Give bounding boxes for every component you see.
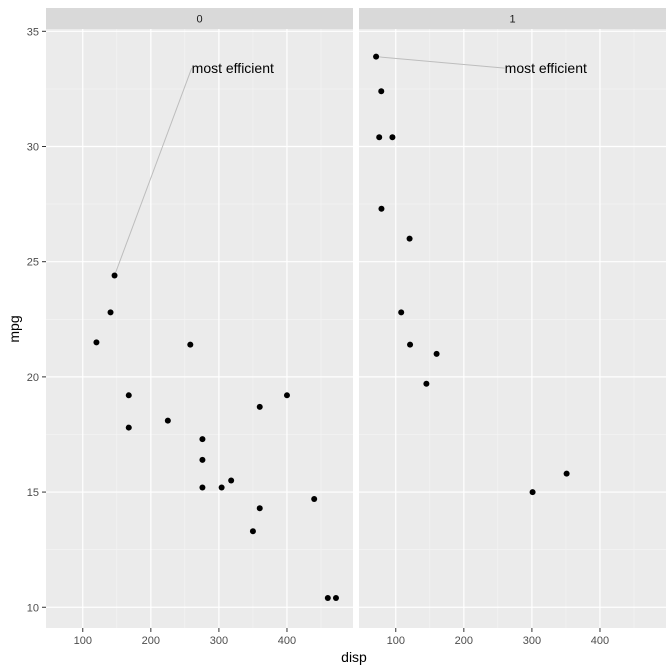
annotation-connector bbox=[114, 67, 193, 276]
data-point bbox=[376, 134, 383, 141]
data-point bbox=[389, 134, 396, 141]
data-point bbox=[249, 528, 256, 535]
data-point bbox=[228, 477, 235, 484]
data-point bbox=[324, 595, 331, 602]
x-tick-label: 400 bbox=[278, 635, 296, 647]
data-point bbox=[283, 392, 290, 399]
data-point bbox=[563, 470, 570, 477]
x-tick-label: 100 bbox=[74, 635, 92, 647]
x-tick-label: 300 bbox=[210, 635, 228, 647]
facet-strip-label: 1 bbox=[509, 14, 515, 26]
data-point bbox=[187, 341, 194, 348]
data-point bbox=[125, 392, 132, 399]
annotation-label: most efficient bbox=[505, 60, 587, 76]
data-point bbox=[433, 350, 440, 357]
data-point bbox=[256, 505, 263, 512]
x-tick-label: 300 bbox=[523, 635, 541, 647]
x-axis-1: 100 200 300 400 bbox=[387, 628, 609, 647]
data-point bbox=[332, 595, 339, 602]
x-tick-label: 200 bbox=[455, 635, 473, 647]
data-point bbox=[199, 484, 206, 491]
data-point bbox=[218, 484, 225, 491]
facet-panel-0: 0 most efficient bbox=[46, 8, 353, 628]
data-point bbox=[107, 309, 114, 316]
data-point bbox=[111, 272, 118, 279]
data-point bbox=[199, 456, 206, 463]
y-tick-label: 25 bbox=[27, 257, 39, 269]
x-axes: 100 200 300 400 100 200 300 400 bbox=[74, 628, 609, 647]
panel-background bbox=[359, 29, 666, 628]
x-axis-title: disp bbox=[341, 649, 367, 665]
y-tick-label: 15 bbox=[27, 487, 39, 499]
facet-strip bbox=[359, 8, 666, 29]
panel-background bbox=[46, 29, 353, 628]
data-point bbox=[373, 53, 380, 60]
y-tick-label: 10 bbox=[27, 602, 39, 614]
facet-panel-1: 1 most efficient bbox=[359, 8, 666, 628]
data-point bbox=[378, 205, 385, 212]
annotation-label: most efficient bbox=[192, 60, 274, 76]
y-tick-label: 20 bbox=[27, 372, 39, 384]
y-axis: 10 15 20 25 30 35 bbox=[27, 26, 46, 614]
y-tick-label: 35 bbox=[27, 26, 39, 38]
data-point bbox=[164, 417, 171, 424]
data-point bbox=[125, 424, 132, 431]
data-point bbox=[423, 380, 430, 387]
data-point bbox=[407, 341, 414, 348]
facet-panels: 0 most efficient 1 most efficient bbox=[46, 8, 666, 628]
data-point bbox=[311, 495, 318, 502]
x-axis-0: 100 200 300 400 bbox=[74, 628, 296, 647]
x-tick-label: 200 bbox=[142, 635, 160, 647]
x-tick-label: 100 bbox=[387, 635, 405, 647]
annotation-connector bbox=[376, 56, 505, 69]
y-axis-title: mpg bbox=[6, 315, 22, 342]
facet-strip bbox=[46, 8, 353, 29]
y-tick-label: 30 bbox=[27, 141, 39, 153]
data-point bbox=[256, 403, 263, 410]
data-point bbox=[93, 339, 100, 346]
data-point bbox=[406, 235, 413, 242]
x-tick-label: 400 bbox=[591, 635, 609, 647]
data-point bbox=[378, 88, 385, 95]
data-point bbox=[199, 436, 206, 443]
data-point bbox=[398, 309, 405, 316]
data-point bbox=[529, 489, 536, 496]
facet-strip-label: 0 bbox=[196, 14, 202, 26]
